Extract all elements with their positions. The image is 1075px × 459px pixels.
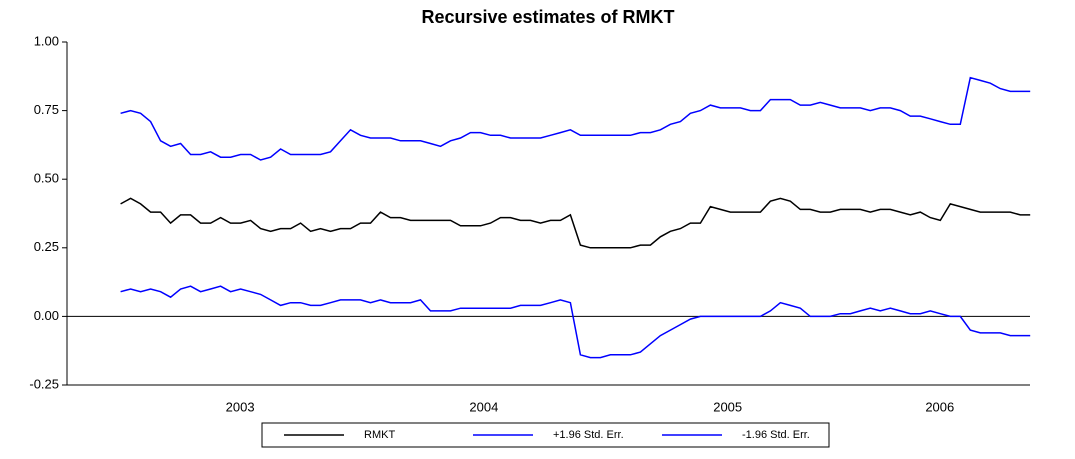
x-tick-label: 2003: [226, 399, 255, 414]
legend-label: RMKT: [364, 429, 395, 441]
x-tick-label: 2006: [925, 399, 954, 414]
legend-box: [261, 422, 830, 448]
series-line: [120, 197, 1031, 249]
x-tick-label: 2005: [713, 399, 742, 414]
y-tick-label: 0.25: [34, 239, 59, 254]
series-line: [120, 76, 1031, 161]
legend-label: -1.96 Std. Err.: [742, 429, 810, 441]
y-tick-label: 0.00: [34, 308, 59, 323]
y-tick-label: 0.50: [34, 171, 59, 186]
y-tick-label: -0.25: [29, 376, 59, 391]
legend-label: +1.96 Std. Err.: [553, 429, 624, 441]
y-tick-label: 1.00: [34, 33, 59, 48]
x-tick-label: 2004: [469, 399, 498, 414]
y-tick-label: 0.75: [34, 102, 59, 117]
chart-title: Recursive estimates of RMKT: [421, 7, 674, 27]
series-line: [120, 285, 1031, 359]
